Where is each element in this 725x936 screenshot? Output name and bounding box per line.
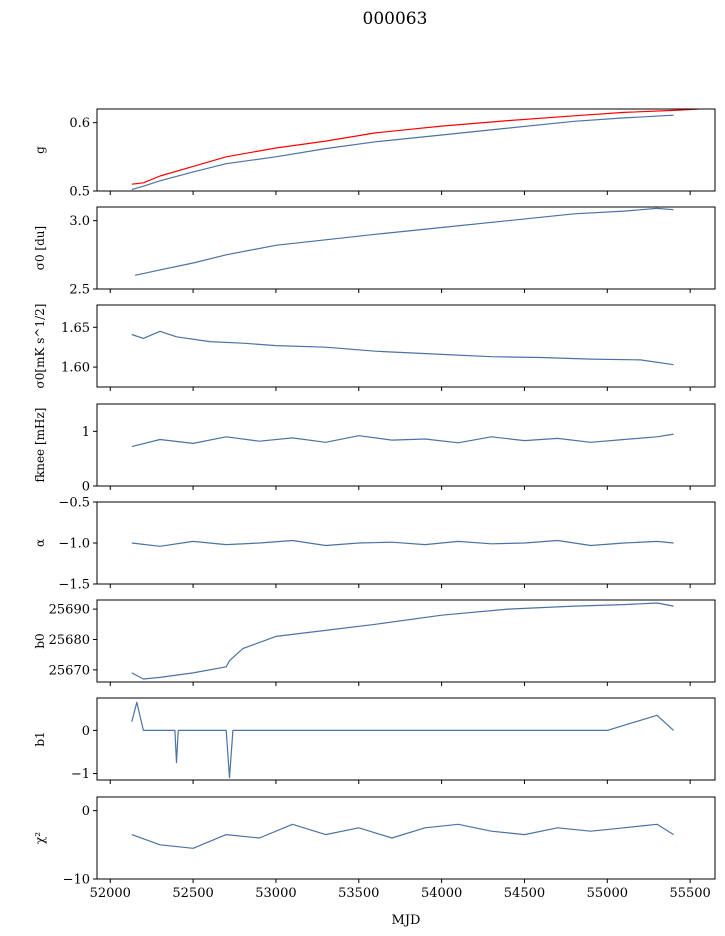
x-axis-label: MJD	[392, 913, 421, 928]
y-tick-label: 25680	[49, 633, 90, 648]
y-tick-label: 0	[82, 480, 90, 495]
y-axis-label: χ²	[33, 832, 47, 844]
series-line-fknee-0	[131, 433, 674, 448]
y-axis-label: σ0 [du]	[33, 226, 47, 270]
series-line-b0-0	[131, 602, 674, 680]
series-line-chi2-0	[131, 823, 674, 849]
panel-frame	[96, 697, 716, 781]
y-tick-label: 0.5	[69, 185, 90, 200]
panel-sigma0_du: 2.5 3.0 σ0 [du]	[33, 206, 716, 298]
panel-alpha: −1.5 −1.0 −0.5 α	[33, 496, 716, 593]
y-axis-label: b0	[33, 633, 47, 648]
y-tick-label: −0.5	[58, 496, 90, 511]
panel-fknee: 0 1 fknee [mHz]	[33, 403, 716, 495]
x-tick-label: 52000	[90, 886, 131, 901]
panel-frame	[96, 796, 716, 880]
x-tick-label: 55500	[669, 886, 710, 901]
panel-frame	[96, 599, 716, 683]
y-tick-label: −1.5	[58, 578, 90, 593]
series-line-g-0	[131, 114, 674, 191]
y-tick-label: 1.60	[61, 361, 90, 376]
y-tick-label: −10	[63, 873, 90, 888]
y-tick-label: 0.6	[69, 116, 90, 131]
series-line-sigma0_mK-0	[131, 330, 674, 366]
x-tick-label: 53500	[338, 886, 379, 901]
x-tick-label: 55000	[587, 886, 628, 901]
y-axis-label: σ0[mK s^1/2]	[33, 304, 47, 389]
panel-frame	[96, 304, 716, 388]
y-tick-label: 25690	[49, 603, 90, 618]
y-tick-label: 2.5	[69, 283, 90, 298]
panel-frame	[96, 206, 716, 290]
panel-frame	[96, 403, 716, 487]
series-line-sigma0_du-0	[134, 207, 674, 276]
panel-frame	[96, 108, 716, 192]
panel-chi2: −10 0 χ²	[33, 796, 716, 888]
y-tick-label: −1	[71, 767, 90, 782]
y-tick-label: 25670	[49, 663, 90, 678]
x-tick-label: 54500	[504, 886, 545, 901]
x-axis: 52000 52500 53000 53500 54000 54500 55000 55500	[90, 886, 711, 901]
y-tick-label: 3.0	[69, 214, 90, 229]
panel-sigma0_mK: 1.60 1.65 σ0[mK s^1/2]	[33, 304, 716, 391]
x-tick-label: 54000	[421, 886, 462, 901]
y-axis-label: α	[33, 539, 47, 547]
panel-g: 0.5 0.6 g	[33, 108, 716, 200]
y-axis-label: b1	[33, 731, 47, 746]
panel-b1: −1 0 b1	[33, 697, 716, 784]
series-line-b1-0	[131, 701, 675, 779]
y-tick-label: 1.65	[61, 321, 90, 336]
panels: 0.5 0.6 g 2.5 3.0 σ0 [du] 1.60 1.65 σ0[mK s^1/2]…	[33, 108, 716, 888]
series-line-alpha-0	[131, 539, 674, 547]
y-axis-label: g	[33, 146, 47, 154]
x-tick-label: 53000	[255, 886, 296, 901]
figure-title: 000063	[363, 9, 428, 29]
y-tick-label: 0	[82, 804, 90, 819]
series-line-g-1	[131, 109, 699, 185]
y-tick-label: 0	[82, 724, 90, 739]
y-tick-label: −1.0	[58, 537, 90, 552]
x-tick-label: 52500	[172, 886, 213, 901]
y-axis-label: fknee [mHz]	[33, 408, 47, 483]
y-tick-label: 1	[82, 425, 90, 440]
